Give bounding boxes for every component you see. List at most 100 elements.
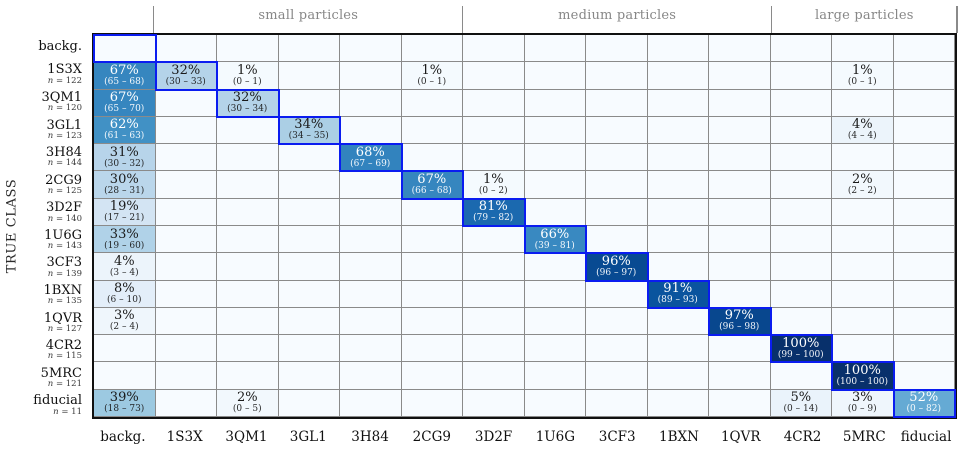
cell-1bxn-2cg9: [401, 280, 463, 308]
row-sample-count: n = 121: [47, 379, 82, 390]
cell-5mrc-1qvr: [709, 362, 771, 390]
row-label-3gl1: 3GL1 n = 123: [0, 116, 86, 144]
cell-range: (66 – 68): [411, 186, 452, 197]
cell-3h84-1qvr: [709, 144, 771, 172]
cell-range: (89 – 93): [657, 295, 698, 306]
cell-range: (0 – 1): [847, 76, 877, 87]
cell-range: (28 – 31): [104, 186, 145, 197]
cell-1u6g-1s3x: [155, 226, 217, 254]
cell-1s3x-1s3x: 32% (30 – 33): [154, 61, 218, 91]
cell-3d2f-backg: 19% (17 – 21): [94, 198, 156, 226]
cell-range: (0 – 14): [783, 404, 818, 415]
cell-3gl1-3qm1: [217, 116, 279, 145]
cell-3h84-3gl1: [278, 144, 340, 172]
cell-range: (99 – 100): [777, 349, 824, 360]
cell-3cf3-3d2f: [463, 253, 525, 281]
cell-fiducial-3d2f: [463, 389, 525, 417]
group-separator-line-1: [462, 6, 464, 33]
cell-3qm1-1s3x: [155, 89, 217, 117]
cell-2cg9-1bxn: [647, 171, 709, 199]
row-label-1bxn: 1BXN n = 135: [0, 281, 86, 309]
cell-percentage: 3%: [113, 308, 135, 324]
cell-3h84-1u6g: [524, 144, 586, 172]
col-label-3qm1: 3QM1: [225, 429, 268, 445]
cell-percentage: 66%: [540, 226, 570, 242]
col-label-1qvr: 1QVR: [720, 429, 761, 445]
col-label-2cg9: 2CG9: [412, 429, 451, 445]
cell-fiducial-2cg9: [401, 389, 463, 417]
cell-range: (30 – 32): [104, 158, 145, 169]
cell-1bxn-backg: 8% (6 – 10): [94, 280, 156, 308]
cell-5mrc-5mrc: 100% (100 – 100): [831, 361, 895, 391]
cell-1bxn-1s3x: [155, 280, 217, 308]
cell-3qm1-3d2f: [463, 89, 525, 117]
cell-percentage: 1%: [236, 62, 258, 78]
cell-percentage: 2%: [851, 172, 873, 188]
cell-1s3x-backg: 67% (65 – 68): [94, 62, 156, 90]
cell-percentage: 19%: [109, 199, 139, 215]
cell-4cr2-fiducial: [893, 335, 955, 363]
cell-1qvr-4cr2: [770, 307, 832, 336]
cell-3d2f-3gl1: [278, 198, 340, 226]
cell-1qvr-3cf3: [586, 307, 648, 336]
row-label-text: fiducial: [33, 393, 82, 409]
row-label-3d2f: 3D2F n = 140: [0, 198, 86, 226]
cell-4cr2-3d2f: [463, 335, 525, 363]
cell-1bxn-1bxn: 91% (89 – 93): [646, 279, 710, 309]
cell-1bxn-5mrc: [832, 280, 894, 308]
row-sample-count: n = 115: [47, 351, 82, 362]
cell-3gl1-3cf3: [586, 116, 648, 145]
cell-percentage: 4%: [113, 253, 135, 269]
cell-3h84-fiducial: [893, 144, 955, 172]
cell-3h84-3d2f: [463, 144, 525, 172]
cell-5mrc-4cr2: [770, 362, 832, 390]
row-label-text: 5MRC: [40, 365, 82, 381]
cell-3h84-backg: 31% (30 – 32): [94, 144, 156, 172]
cell-2cg9-1qvr: [709, 171, 771, 199]
cell-3gl1-fiducial: [893, 116, 955, 145]
cell-1qvr-backg: 3% (2 – 4): [94, 307, 156, 336]
cell-5mrc-backg: [94, 362, 156, 390]
cell-backg-1qvr: [709, 35, 771, 63]
cell-1qvr-2cg9: [401, 307, 463, 336]
cell-range: (0 – 82): [906, 404, 941, 415]
col-labels: backg. 1S3X 3QM1 3GL1 3H84 2CG9 3D2F 1U6G 3CF3 1B…: [92, 423, 957, 451]
cell-1qvr-3d2f: [463, 307, 525, 336]
cell-fiducial-1s3x: [155, 389, 217, 417]
cell-percentage: 32%: [232, 90, 262, 106]
cell-backg-2cg9: [401, 35, 463, 63]
cell-1qvr-3qm1: [217, 307, 279, 336]
cell-range: (0 – 9): [847, 404, 877, 415]
cell-3h84-3qm1: [217, 144, 279, 172]
cell-1qvr-3h84: [340, 307, 402, 336]
cell-3gl1-1u6g: [524, 116, 586, 145]
cell-1s3x-3h84: [340, 62, 402, 90]
cell-1s3x-1qvr: [709, 62, 771, 90]
cell-3qm1-5mrc: [832, 89, 894, 117]
cell-1bxn-3cf3: [586, 280, 648, 308]
cell-4cr2-1s3x: [155, 335, 217, 363]
cell-5mrc-1s3x: [155, 362, 217, 390]
cell-1u6g-1u6g: 66% (39 – 81): [523, 224, 587, 255]
col-label-5mrc: 5MRC: [842, 429, 886, 445]
group-header-medium-particles: medium particles: [558, 7, 677, 23]
cell-percentage: 68%: [355, 144, 385, 160]
cell-3d2f-5mrc: [832, 198, 894, 226]
cell-5mrc-1u6g: [524, 362, 586, 390]
cell-range: (34 – 35): [288, 131, 329, 142]
cell-range: (96 – 98): [719, 322, 760, 333]
col-label-3d2f: 3D2F: [474, 429, 513, 445]
row-label-text: 3GL1: [46, 117, 82, 133]
cell-1bxn-3h84: [340, 280, 402, 308]
row-label-1qvr: 1QVR n = 127: [0, 309, 86, 337]
cell-3qm1-2cg9: [401, 89, 463, 117]
cell-fiducial-3cf3: [586, 389, 648, 417]
cell-1s3x-fiducial: [893, 62, 955, 90]
group-separator-line-3: [956, 6, 958, 33]
cell-percentage: 39%: [109, 390, 139, 406]
row-label-text: 3H84: [45, 145, 82, 161]
cell-3qm1-3cf3: [586, 89, 648, 117]
cell-3qm1-1qvr: [709, 89, 771, 117]
cell-1u6g-fiducial: [893, 226, 955, 254]
cell-4cr2-3h84: [340, 335, 402, 363]
